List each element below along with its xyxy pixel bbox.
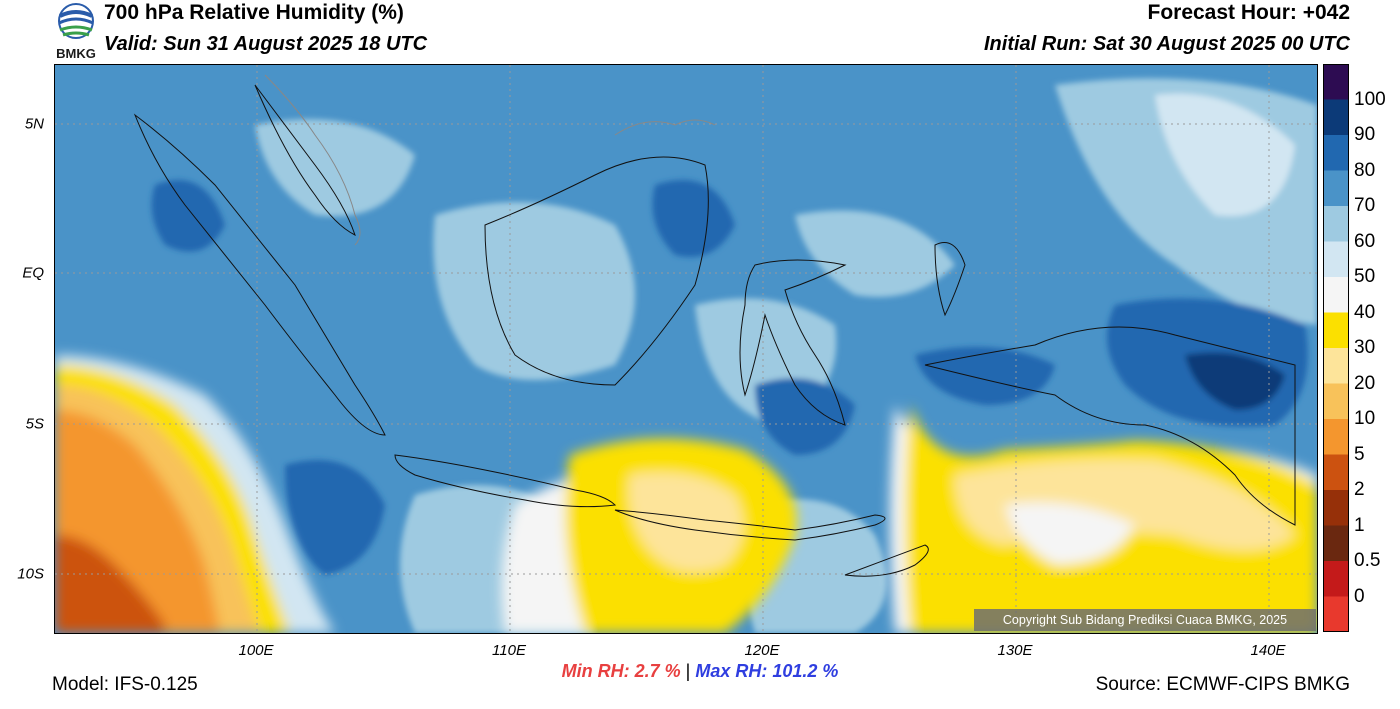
graticule: [55, 65, 1317, 633]
lon-label-110e: 110E: [492, 642, 526, 659]
source-info: Source: ECMWF-CIPS BMKG: [1095, 674, 1350, 695]
lat-label-eq: EQ: [22, 264, 44, 282]
coast-papua: [924, 326, 1296, 526]
lon-label-120e: 120E: [744, 642, 780, 659]
colorbar-labels: 100 90 80 70 60 50 40 30 20 10 5 2 1 0.5 0: [1354, 64, 1398, 632]
colorbar-label: 1: [1354, 514, 1365, 536]
colorbar-swatch: [1323, 241, 1349, 278]
colorbar-label: 100: [1354, 88, 1386, 110]
colorbar-swatch: [1323, 312, 1349, 349]
map-title: 700 hPa Relative Humidity (%): [104, 1, 404, 24]
field-70-patch: [433, 202, 635, 380]
colorbar-swatch: [1323, 348, 1349, 384]
dry-region-s-30: [629, 472, 743, 572]
colorbar: [1323, 64, 1349, 632]
field-90-patch: [151, 180, 225, 252]
colorbar-swatch: [1323, 170, 1349, 207]
colorbar-label: 0: [1354, 585, 1365, 607]
coast-sulawesi: [739, 259, 847, 426]
humidity-map: [54, 64, 1318, 634]
colorbar-label: 30: [1354, 337, 1376, 358]
coast-halmahera: [934, 242, 966, 317]
lat-label-5s: 5S: [25, 415, 44, 433]
coastlines-grey: [264, 74, 716, 246]
colorbar-label: 5: [1354, 443, 1365, 465]
dry-region-se-50-inner: [1005, 502, 1135, 565]
rh-stats: Min RH: 2.7 % | Max RH: 101.2 %: [0, 661, 1400, 682]
logo-text: BMKG: [56, 46, 96, 60]
colorbar-border: [1323, 64, 1349, 632]
lon-label-130e: 130E: [997, 642, 1033, 659]
coast-malay-peninsula: [264, 74, 361, 246]
colorbar-label: 20: [1354, 372, 1376, 394]
field-90-patch: [285, 460, 385, 575]
model-info: Model: IFS-0.125: [52, 674, 198, 695]
colorbar-label: 0.5: [1354, 550, 1381, 571]
copyright-notice: Copyright Sub Bidang Prediksi Cuaca BMKG…: [974, 609, 1316, 631]
colorbar-swatch: [1323, 454, 1349, 491]
forecast-hour: Forecast Hour: +042: [1147, 1, 1351, 24]
initial-run: Initial Run: Sat 30 August 2025 00 UTC: [983, 33, 1350, 55]
dry-region-sw-5: [55, 535, 165, 633]
field-70-patch: [255, 119, 415, 217]
field-90-patch: [755, 378, 855, 455]
colorbar-label: 70: [1354, 195, 1376, 216]
coast-sumatra: [133, 113, 386, 436]
colorbar-label: 10: [1354, 408, 1376, 429]
colorbar-swatch: [1323, 419, 1349, 455]
colorbar-swatch: [1323, 561, 1349, 597]
colorbar-label: 90: [1354, 124, 1376, 145]
lon-label-100e: 100E: [238, 642, 274, 659]
lon-label-140e: 140E: [1250, 642, 1286, 659]
colorbar-label: 50: [1354, 266, 1376, 287]
colorbar-label: 2: [1354, 479, 1365, 500]
colorbar-label: 80: [1354, 159, 1376, 181]
field-100-patch: [1185, 352, 1285, 410]
colorbar-swatch: [1323, 99, 1349, 136]
coast-timor: [844, 544, 929, 577]
lat-label-5n: 5N: [24, 115, 44, 133]
field-90-patch: [652, 180, 735, 257]
min-rh: Min RH: 2.7 %: [561, 661, 681, 681]
colorbar-swatch: [1323, 383, 1349, 420]
field-70-patch: [795, 210, 955, 297]
coastlines: [133, 84, 1296, 577]
max-rh: Max RH: 101.2 %: [695, 661, 839, 681]
colorbar-label: 60: [1354, 230, 1376, 252]
rh-separator: |: [685, 661, 691, 681]
colorbar-swatch: [1323, 525, 1349, 562]
lat-label-10s: 10S: [17, 565, 44, 583]
colorbar-label: 40: [1354, 301, 1376, 323]
coast-sabah: [614, 119, 716, 136]
coast-nusa-tenggara: [614, 509, 886, 541]
colorbar-swatch: [1323, 596, 1349, 632]
colorbar-swatch: [1323, 64, 1349, 100]
coast-java: [394, 454, 617, 508]
colorbar-swatch: [1323, 206, 1349, 242]
colorbar-swatch: [1323, 135, 1349, 171]
bmkg-logo-icon: BMKG: [56, 3, 96, 60]
field-90-patch: [915, 347, 1055, 405]
coast-malaya: [254, 84, 356, 236]
colorbar-swatch: [1323, 490, 1349, 526]
coast-borneo: [484, 156, 709, 386]
colorbar-swatch: [1323, 277, 1349, 313]
valid-time: Valid: Sun 31 August 2025 18 UTC: [104, 33, 428, 55]
